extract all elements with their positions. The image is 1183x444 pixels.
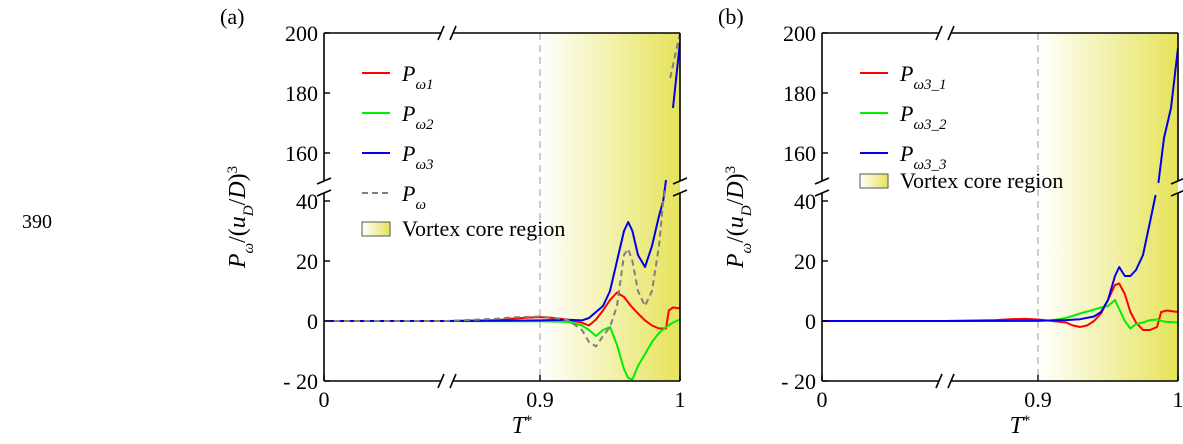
- x-break-mark-b-0: [947, 373, 955, 389]
- legend-label-4: Pω: [401, 181, 426, 213]
- axes-frame: [316, 25, 688, 389]
- series-group: [324, 32, 680, 381]
- x-break-mark-a-0: [437, 373, 445, 389]
- series-line-1-seg-1: [822, 282, 1178, 331]
- y-tick-label-upper-1: 180: [783, 81, 816, 106]
- legend-region-label: Vortex core region: [402, 216, 565, 241]
- y-tick-label-lower-3: 40: [794, 189, 816, 214]
- side-label: 390: [22, 211, 52, 233]
- series-line-4-seg-1: [324, 185, 667, 348]
- legend-label-1: Pω3_1: [899, 61, 947, 93]
- x-break-mark-a-1: [437, 25, 445, 41]
- y-tick-label-upper-0: 160: [285, 141, 318, 166]
- series-line-3-seg-1: [822, 194, 1157, 322]
- axes-frame: [814, 25, 1183, 389]
- y-break-mark-b-0: [814, 189, 830, 197]
- x-tick-label-1: 0.9: [526, 387, 554, 412]
- y-tick-label-lower-2: 20: [296, 249, 318, 274]
- legend-region-swatch: [361, 221, 391, 237]
- x-axis-title: T*: [512, 413, 533, 439]
- y-break-mark-a-0: [814, 177, 830, 185]
- legend-label-2: Pω3_2: [899, 101, 947, 133]
- x-break-mark-a-1: [935, 25, 943, 41]
- series-line-1-seg-1: [324, 291, 680, 330]
- x-tick-label-1: 0.9: [1024, 387, 1052, 412]
- x-break-mark-b-1: [947, 25, 955, 41]
- y-tick-label-upper-2: 200: [783, 21, 816, 46]
- y-tick-label-upper-0: 160: [783, 141, 816, 166]
- x-tick-label-0: 0: [817, 387, 828, 412]
- y-tick-label-lower-3: 40: [296, 189, 318, 214]
- y-axis-title: Pω/(uD/D)3: [723, 166, 755, 269]
- y-axis-title: Pω/(uD/D)3: [225, 166, 257, 269]
- x-tick-label-2: 1: [1173, 387, 1183, 412]
- y-break-mark-a-0: [316, 177, 332, 185]
- y-tick-label-upper-1: 180: [285, 81, 318, 106]
- legend-label-2: Pω2: [401, 101, 434, 133]
- legend-label-3: Pω3: [401, 141, 434, 173]
- y-tick-label-upper-2: 200: [285, 21, 318, 46]
- vortex-core-region: [1038, 33, 1178, 381]
- series-line-4-seg-2: [669, 32, 680, 79]
- x-tick-label-2: 1: [675, 387, 686, 412]
- y-break-mark-b-0: [316, 189, 332, 197]
- y-break-mark-b-1: [672, 189, 688, 197]
- legend-label-1: Pω1: [401, 61, 434, 93]
- y-tick-label-lower-1: 0: [805, 309, 816, 334]
- x-axis-title: T*: [1010, 413, 1031, 439]
- series-line-3-seg-2: [672, 41, 680, 109]
- legend-label-3: Pω3_3: [899, 141, 947, 173]
- x-break-mark-a-0: [935, 373, 943, 389]
- x-tick-label-0: 0: [319, 387, 330, 412]
- panel-label: (a): [220, 4, 244, 29]
- legend-region-label: Vortex core region: [900, 168, 1063, 193]
- series-line-3-seg-2: [1157, 47, 1178, 184]
- vortex-core-region: [540, 33, 680, 381]
- y-tick-label-lower-2: 20: [794, 249, 816, 274]
- legend-region-swatch: [859, 173, 889, 189]
- y-tick-label-lower-0: - 20: [283, 369, 318, 394]
- y-tick-label-lower-0: - 20: [781, 369, 816, 394]
- y-tick-label-lower-1: 0: [307, 309, 318, 334]
- panel-label: (b): [718, 4, 744, 29]
- y-break-mark-a-1: [672, 177, 688, 185]
- series-line-2-seg-1: [324, 318, 680, 381]
- series-group: [822, 47, 1178, 331]
- x-break-mark-b-0: [449, 373, 457, 389]
- x-break-mark-b-1: [449, 25, 457, 41]
